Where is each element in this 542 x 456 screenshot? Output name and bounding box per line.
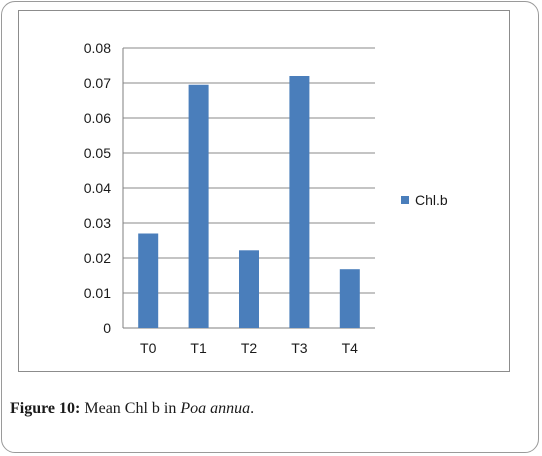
x-tick-label: T3	[291, 340, 308, 356]
bar-chart: 0 0.01 0.02 0.03 0.04 0.05 0.06 0.07 0.08 T0 T1 T2…	[84, 40, 448, 356]
bar-t1	[188, 84, 209, 328]
y-tick-label: 0.08	[84, 40, 111, 56]
y-tick-label: 0.05	[84, 145, 111, 161]
figure-caption: Figure 10: Mean Chl b in Poa annua.	[10, 400, 254, 418]
bars	[138, 76, 360, 328]
legend-swatch	[401, 196, 409, 204]
caption-text: Mean Chl b in	[84, 400, 181, 417]
x-tick-label: T1	[190, 340, 207, 356]
y-tick-label: 0.01	[84, 285, 111, 301]
x-axis-ticks: T0 T1 T2 T3 T4	[140, 340, 358, 356]
caption-end: .	[250, 400, 255, 417]
bar-t2	[239, 250, 259, 328]
x-tick-label: T4	[342, 340, 359, 356]
y-tick-label: 0.04	[84, 180, 111, 196]
y-tick-label: 0.03	[84, 215, 111, 231]
chart-area: 0 0.01 0.02 0.03 0.04 0.05 0.06 0.07 0.08 T0 T1 T2…	[18, 10, 510, 372]
caption-label: Figure 10:	[10, 400, 81, 417]
legend: Chl.b	[401, 192, 448, 208]
bar-t3	[289, 76, 310, 328]
y-tick-label: 0.02	[84, 250, 111, 266]
bar-t0	[138, 233, 159, 328]
x-tick-label: T0	[140, 340, 157, 356]
y-axis-ticks: 0 0.01 0.02 0.03 0.04 0.05 0.06 0.07 0.08	[84, 40, 111, 336]
legend-label: Chl.b	[415, 192, 448, 208]
y-tick-label: 0.06	[84, 110, 111, 126]
x-tick-label: T2	[241, 340, 258, 356]
bar-t4	[339, 269, 360, 328]
y-tick-label: 0	[103, 320, 111, 336]
caption-species: Poa annua	[180, 400, 251, 417]
y-tick-label: 0.07	[84, 75, 111, 91]
gridlines	[122, 47, 375, 329]
